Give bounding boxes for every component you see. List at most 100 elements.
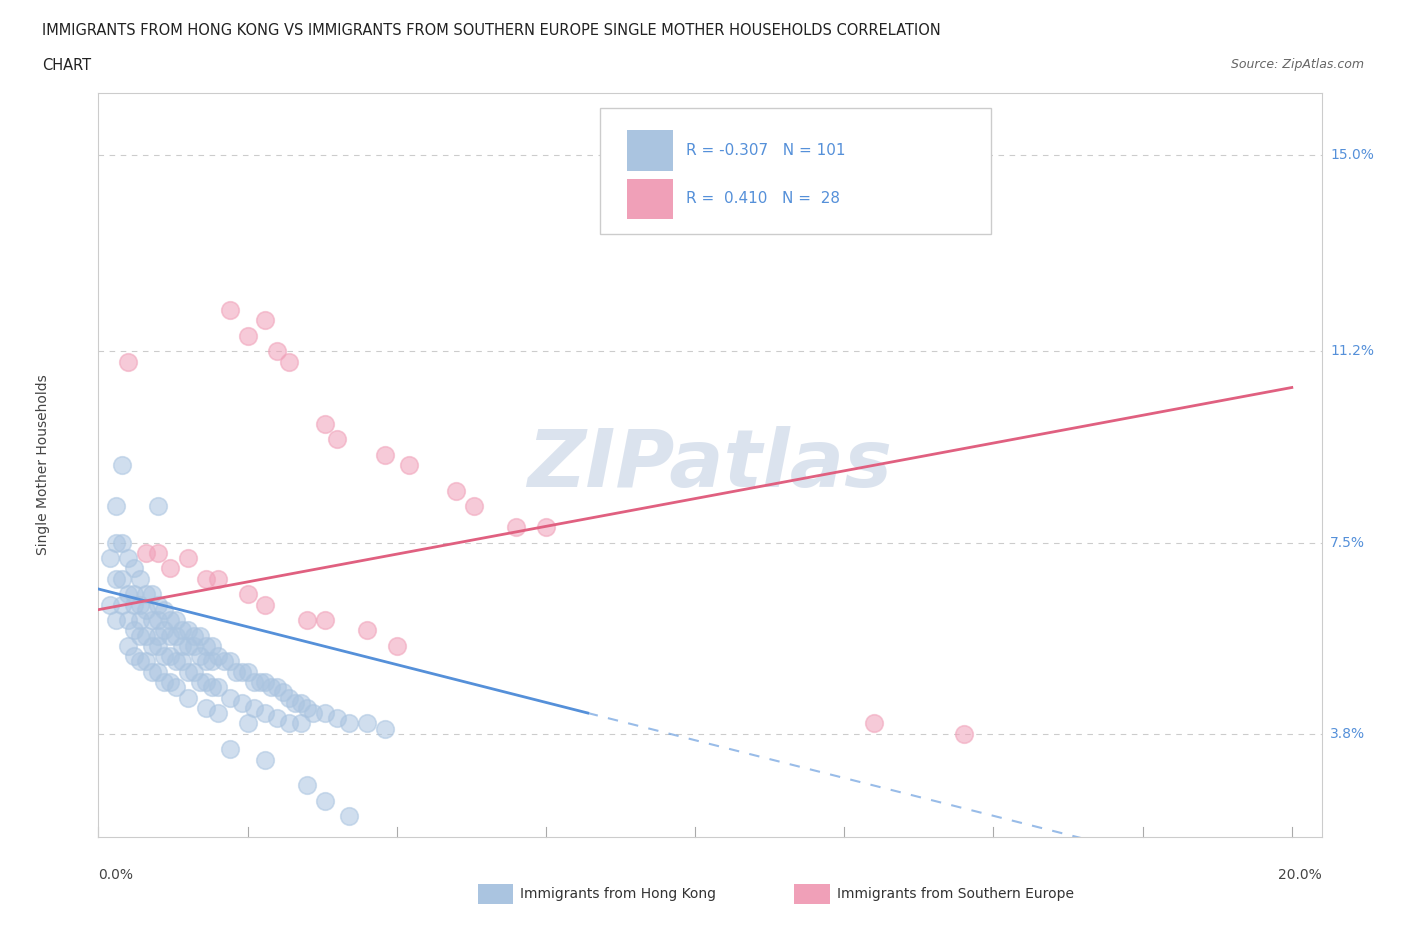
Point <box>111 535 134 550</box>
Point <box>207 680 229 695</box>
Point <box>505 520 527 535</box>
Point <box>201 654 224 669</box>
Text: Immigrants from Hong Kong: Immigrants from Hong Kong <box>520 886 716 901</box>
Point <box>207 706 229 721</box>
Point <box>356 716 378 731</box>
Point <box>463 498 485 513</box>
Point <box>212 654 235 669</box>
Point <box>135 545 157 560</box>
Text: 0.0%: 0.0% <box>98 868 134 882</box>
Point <box>153 623 176 638</box>
Point <box>314 613 336 628</box>
Point <box>146 628 169 643</box>
Point <box>236 664 259 679</box>
Point <box>326 432 349 446</box>
Point <box>218 302 240 317</box>
Point <box>135 628 157 643</box>
Point <box>273 684 295 699</box>
Point <box>122 597 145 612</box>
Point <box>159 649 181 664</box>
Point <box>290 696 312 711</box>
Point <box>117 587 139 602</box>
Point <box>254 706 277 721</box>
Point <box>117 613 139 628</box>
Point <box>290 716 312 731</box>
Text: 7.5%: 7.5% <box>1330 536 1365 550</box>
Point <box>117 638 139 653</box>
Point <box>242 674 264 689</box>
Point <box>141 587 163 602</box>
Point <box>159 628 181 643</box>
Point <box>284 696 307 711</box>
Point <box>236 587 259 602</box>
Point <box>242 700 264 715</box>
Point <box>129 613 152 628</box>
Point <box>201 680 224 695</box>
Point <box>111 458 134 472</box>
Point <box>254 674 277 689</box>
Text: 11.2%: 11.2% <box>1330 344 1374 358</box>
Point <box>254 312 277 327</box>
Point <box>194 571 217 586</box>
Point <box>194 700 217 715</box>
Point <box>207 649 229 664</box>
Point <box>231 696 253 711</box>
Point <box>249 674 271 689</box>
Point <box>117 551 139 565</box>
Text: 20.0%: 20.0% <box>1278 868 1322 882</box>
Point <box>374 721 396 736</box>
Point <box>135 654 157 669</box>
Point <box>105 498 128 513</box>
Point <box>129 571 152 586</box>
Text: Single Mother Households: Single Mother Households <box>37 375 49 555</box>
Point <box>165 628 187 643</box>
Point <box>356 623 378 638</box>
Point <box>260 680 283 695</box>
Point <box>183 638 205 653</box>
Point <box>952 726 974 741</box>
Point <box>177 664 200 679</box>
Point <box>129 628 152 643</box>
Text: CHART: CHART <box>42 58 91 73</box>
Text: Immigrants from Southern Europe: Immigrants from Southern Europe <box>837 886 1074 901</box>
Point <box>122 649 145 664</box>
Point <box>170 623 193 638</box>
Point <box>231 664 253 679</box>
Point <box>177 690 200 705</box>
Point <box>314 417 336 432</box>
Point <box>183 628 205 643</box>
Point <box>254 597 277 612</box>
Point <box>105 535 128 550</box>
Point <box>314 793 336 808</box>
Point <box>188 674 211 689</box>
Point <box>188 649 211 664</box>
Point <box>165 613 187 628</box>
Point <box>278 716 301 731</box>
Point <box>105 571 128 586</box>
Point <box>534 520 557 535</box>
Point <box>146 638 169 653</box>
Point <box>398 458 420 472</box>
Point <box>122 623 145 638</box>
Point <box>194 638 217 653</box>
Point <box>266 344 288 359</box>
FancyBboxPatch shape <box>627 130 673 171</box>
FancyBboxPatch shape <box>627 179 673 219</box>
Text: 3.8%: 3.8% <box>1330 726 1365 740</box>
Point <box>122 561 145 576</box>
Point <box>153 674 176 689</box>
Point <box>129 597 152 612</box>
Point <box>374 447 396 462</box>
Point <box>153 649 176 664</box>
Text: 15.0%: 15.0% <box>1330 148 1374 162</box>
Point <box>159 613 181 628</box>
Point <box>159 561 181 576</box>
Point <box>278 354 301 369</box>
Point <box>153 603 176 618</box>
Point <box>218 690 240 705</box>
Point <box>297 613 319 628</box>
Point <box>98 551 121 565</box>
Point <box>135 603 157 618</box>
Text: R = -0.307   N = 101: R = -0.307 N = 101 <box>686 143 845 158</box>
Point <box>146 664 169 679</box>
